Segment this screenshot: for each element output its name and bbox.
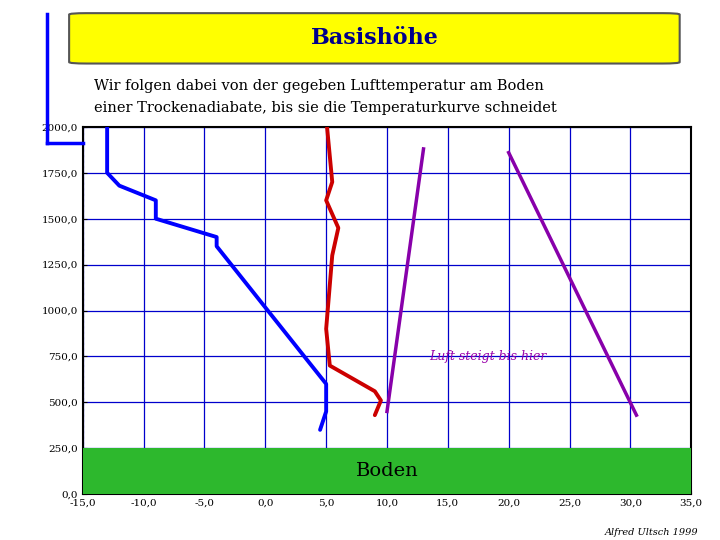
Text: Wir folgen dabei von der gegeben Lufttemperatur am Boden: Wir folgen dabei von der gegeben Lufttem… — [94, 79, 544, 93]
FancyBboxPatch shape — [69, 13, 680, 64]
Text: Basishöhe: Basishöhe — [310, 28, 438, 49]
Text: einer Trockenadiabate, bis sie die Temperaturkurve schneidet: einer Trockenadiabate, bis sie die Tempe… — [94, 101, 557, 115]
Text: Alfred Ultsch 1999: Alfred Ultsch 1999 — [605, 528, 698, 537]
Bar — [83, 448, 691, 494]
Text: Luft steigt bis hier: Luft steigt bis hier — [430, 350, 547, 363]
Text: Boden: Boden — [356, 462, 418, 480]
